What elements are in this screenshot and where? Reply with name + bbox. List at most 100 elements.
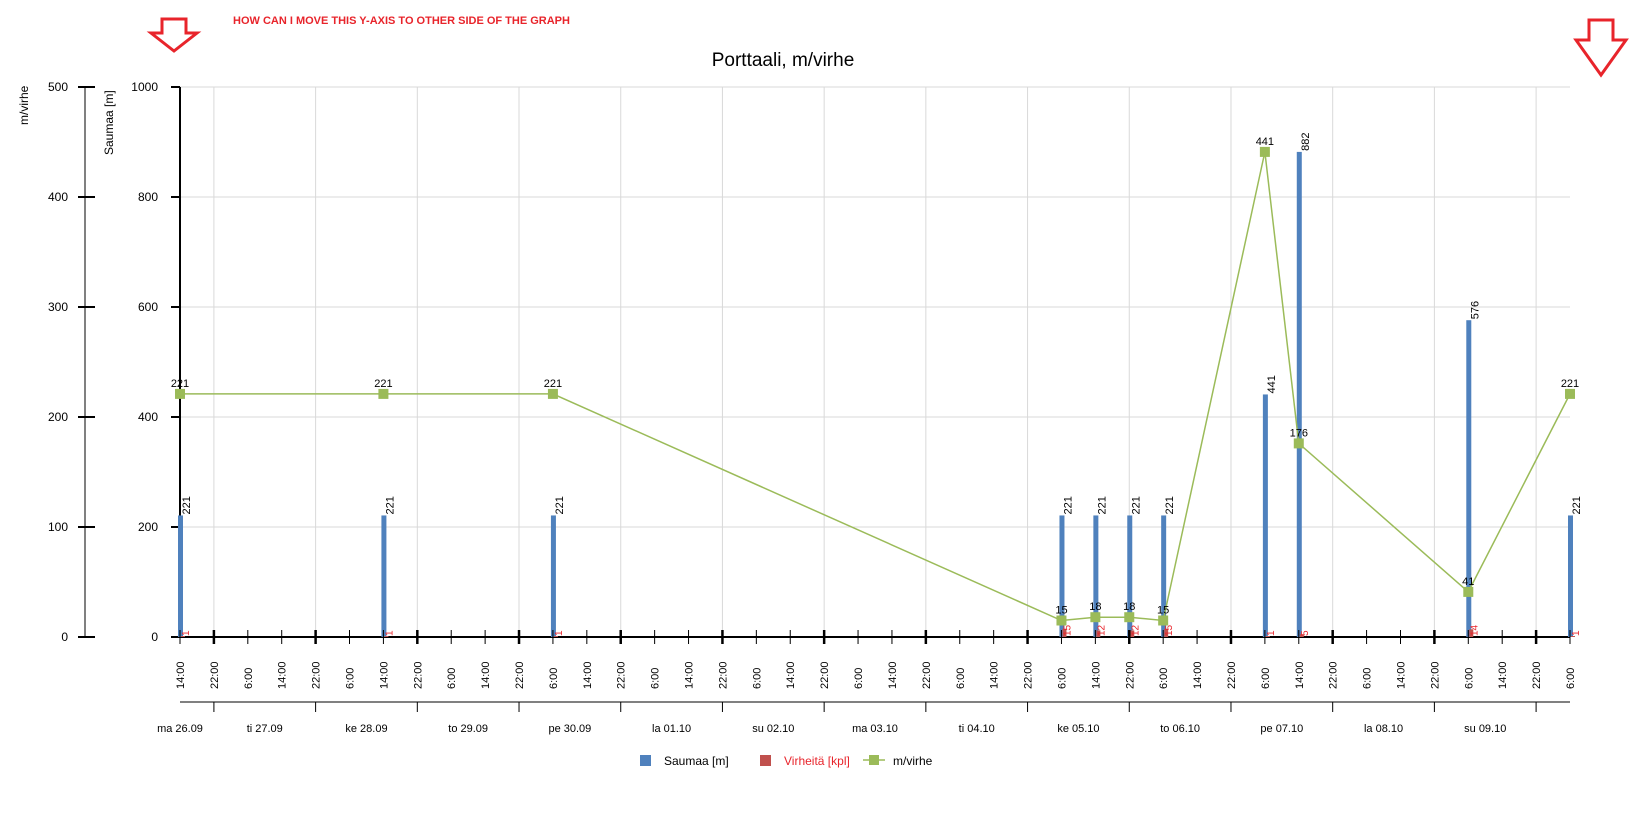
x-tick-label: 14:00 xyxy=(1090,661,1102,689)
point-mvirhe xyxy=(547,388,558,399)
bar-virheita-label: 1 xyxy=(384,630,395,636)
x-tick-label: 14:00 xyxy=(989,661,1001,689)
x-tick-label: 22:00 xyxy=(1429,661,1441,689)
x-tick-label: 22:00 xyxy=(209,661,221,689)
x-tick-label: 6:00 xyxy=(1463,668,1475,689)
y-inner-tick-label: 0 xyxy=(151,630,158,644)
x-day-label: ke 28.09 xyxy=(345,723,387,735)
y-outer-tick-label: 100 xyxy=(48,520,68,534)
bar-saumaa-label: 882 xyxy=(1300,133,1312,151)
bar-saumaa xyxy=(1568,515,1573,637)
x-day-label: la 01.10 xyxy=(652,723,691,735)
x-day-label: to 06.10 xyxy=(1160,723,1200,735)
bar-virheita xyxy=(384,636,389,637)
bar-saumaa-label: 221 xyxy=(1571,496,1583,514)
x-tick-label: 22:00 xyxy=(514,661,526,689)
x-tick-label: 6:00 xyxy=(548,668,560,689)
y-outer-tick-label: 0 xyxy=(61,630,68,644)
annotation-text: HOW CAN I MOVE THIS Y-AXIS TO OTHER SIDE… xyxy=(233,15,570,27)
point-mvirhe xyxy=(1158,615,1169,626)
x-axis-ticks: 14:00 22:00 6:00 14:00 22:00 6:00 14:00 22:00 6:… xyxy=(157,630,1577,735)
point-mvirhe xyxy=(1124,612,1135,623)
bar-virheita xyxy=(1130,630,1135,637)
x-tick-label: 22:00 xyxy=(1124,661,1136,689)
x-tick-label: 22:00 xyxy=(819,661,831,689)
x-tick-label: 6:00 xyxy=(650,668,662,689)
x-day-label: ke 05.10 xyxy=(1057,723,1099,735)
x-tick-label: 14:00 xyxy=(582,661,594,689)
bar-virheita xyxy=(1299,634,1304,637)
x-day-label: ma 26.09 xyxy=(157,723,203,735)
point-mvirhe-label: 221 xyxy=(171,378,189,390)
point-mvirhe-label: 15 xyxy=(1157,605,1169,617)
legend-swatch xyxy=(640,755,651,766)
bar-virheita-label: 12 xyxy=(1130,624,1141,636)
axes: 0 200 400 600 800 1000 0 100 200 300 400 500 xyxy=(48,80,1570,644)
point-mvirhe-label: 41 xyxy=(1462,576,1474,588)
x-tick-label: 22:00 xyxy=(1531,661,1543,689)
x-day-label: ma 03.10 xyxy=(852,723,898,735)
point-mvirhe xyxy=(1259,146,1270,157)
point-mvirhe xyxy=(1090,612,1101,623)
y-outer-tick-label: 200 xyxy=(48,410,68,424)
x-tick-label: 22:00 xyxy=(921,661,933,689)
x-tick-label: 6:00 xyxy=(853,668,865,689)
bar-virheita-label: 1 xyxy=(1266,630,1277,636)
legend-swatch xyxy=(869,755,879,765)
line-series xyxy=(175,146,1575,626)
y-outer-tick-label: 400 xyxy=(48,190,68,204)
x-tick-label: 6:00 xyxy=(955,668,967,689)
x-tick-label: 22:00 xyxy=(1226,661,1238,689)
bar-saumaa-label: 221 xyxy=(384,496,396,514)
bar-saumaa-label: 221 xyxy=(554,496,566,514)
x-day-label: su 02.10 xyxy=(752,723,794,735)
x-tick-label: 14:00 xyxy=(785,661,797,689)
x-tick-label: 14:00 xyxy=(684,661,696,689)
bar-virheita xyxy=(1469,629,1474,637)
x-tick-label: 6:00 xyxy=(1260,668,1272,689)
point-mvirhe-label: 18 xyxy=(1123,601,1135,613)
bar-virheita xyxy=(1571,636,1575,637)
bar-virheita xyxy=(553,636,558,637)
x-tick-label: 22:00 xyxy=(616,661,628,689)
point-mvirhe-label: 221 xyxy=(544,378,562,390)
legend-label: m/virhe xyxy=(893,754,933,768)
x-day-label: ti 04.10 xyxy=(959,723,995,735)
point-mvirhe-label: 18 xyxy=(1089,601,1101,613)
x-tick-label: 14:00 xyxy=(1395,661,1407,689)
chart-title: Porttaali, m/virhe xyxy=(712,50,855,71)
bar-saumaa xyxy=(178,515,183,637)
grid xyxy=(180,86,1570,637)
bar-saumaa-label: 221 xyxy=(181,496,193,514)
x-day-label: la 08.10 xyxy=(1364,723,1403,735)
point-mvirhe xyxy=(1463,586,1474,597)
y-inner-tick-label: 400 xyxy=(138,410,158,424)
bar-virheita xyxy=(181,636,185,637)
point-mvirhe xyxy=(1565,388,1575,399)
x-day-label: su 09.10 xyxy=(1464,723,1506,735)
x-day-label: ti 27.09 xyxy=(247,723,283,735)
bar-saumaa xyxy=(1296,151,1302,637)
bar-virheita xyxy=(1164,628,1169,637)
x-tick-label: 14:00 xyxy=(175,661,187,689)
x-tick-label: 22:00 xyxy=(311,661,323,689)
point-mvirhe-label: 221 xyxy=(1561,378,1579,390)
x-tick-label: 22:00 xyxy=(1023,661,1035,689)
y-outer-tick-label: 300 xyxy=(48,300,68,314)
x-tick-label: 22:00 xyxy=(412,661,424,689)
x-tick-label: 6:00 xyxy=(1158,668,1170,689)
bar-saumaa-label: 221 xyxy=(1164,496,1176,514)
x-day-label: pe 30.09 xyxy=(548,723,591,735)
x-tick-label: 22:00 xyxy=(717,661,729,689)
bars xyxy=(178,151,1575,637)
x-day-label: to 29.09 xyxy=(448,723,488,735)
down-arrow-icon xyxy=(1573,18,1629,78)
bar-virheita-label: 1 xyxy=(1571,630,1582,636)
legend-label: Saumaa [m] xyxy=(664,754,729,768)
bar-virheita xyxy=(1062,628,1067,637)
bar-saumaa xyxy=(1093,515,1099,637)
point-mvirhe-label: 15 xyxy=(1055,605,1067,617)
bar-saumaa-label: 576 xyxy=(1469,301,1481,319)
bar-virheita-label: 5 xyxy=(1300,630,1311,636)
bar-virheita-label: 1 xyxy=(554,630,565,636)
